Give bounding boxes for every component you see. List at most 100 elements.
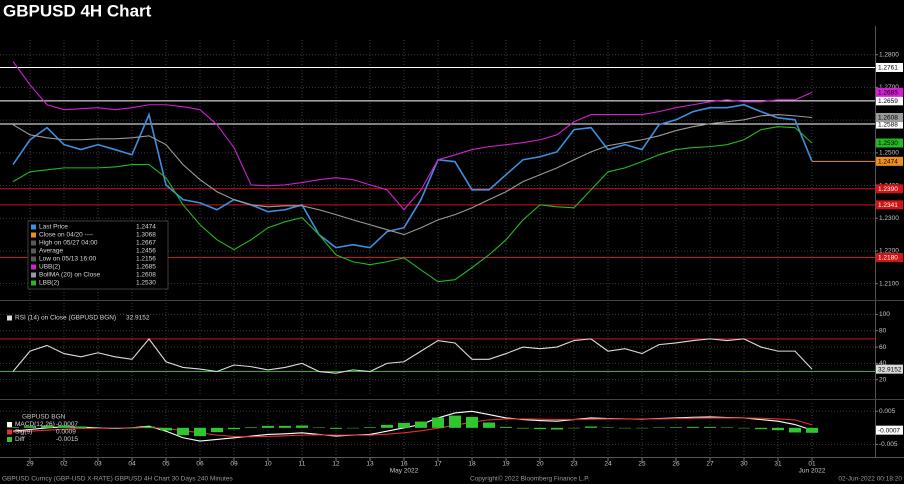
footer-center: Copyright© 2022 Bloomberg Finance L.P. xyxy=(470,475,590,483)
legend-label: Close on 04/20 ---- xyxy=(39,232,93,239)
value-tag-label: -0.0007 xyxy=(878,427,900,434)
legend-label: Low on 05/13 16:00 xyxy=(39,256,96,263)
series-line xyxy=(12,103,813,249)
histogram-bar xyxy=(432,417,444,428)
x-tick-label: 03 xyxy=(94,461,102,468)
legend-label: Diff xyxy=(15,436,25,443)
histogram-bar xyxy=(109,427,121,429)
histogram-bar xyxy=(670,427,682,428)
value-tag-label: 1.2530 xyxy=(878,140,898,147)
legend-value: 1.2156 xyxy=(136,256,156,263)
histogram-bar xyxy=(75,426,87,428)
footer-right: 02-Jun-2022 00:18:20 xyxy=(838,476,902,483)
reference-tag-label: 1.2761 xyxy=(878,65,898,72)
legend-value: 1.2530 xyxy=(136,280,156,287)
legend-swatch xyxy=(31,280,36,286)
reference-tag xyxy=(876,252,903,262)
chart-title: GBPUSD 4H Chart xyxy=(3,1,152,20)
histogram-bar xyxy=(24,426,36,428)
histogram-bar xyxy=(517,427,529,429)
histogram-bar xyxy=(619,427,631,429)
histogram-bar xyxy=(772,427,784,431)
x-tick-label: 05 xyxy=(162,461,170,468)
histogram-bar xyxy=(534,427,546,430)
legend-swatch xyxy=(7,437,12,442)
reference-tag-label: 1.2180 xyxy=(878,255,898,262)
histogram-bar xyxy=(568,427,580,429)
histogram-bar xyxy=(449,415,461,428)
histogram-bar xyxy=(585,426,597,428)
histogram-bar xyxy=(92,427,104,429)
histogram-bar xyxy=(313,427,325,429)
x-tick-label: 10 xyxy=(264,461,272,468)
legend-swatch xyxy=(31,272,36,278)
series-line xyxy=(12,126,813,283)
histogram-bar xyxy=(7,427,19,428)
histogram-bar xyxy=(160,427,172,431)
histogram-bar xyxy=(636,427,648,429)
x-tick-label: 30 xyxy=(740,461,748,468)
histogram-bar xyxy=(738,427,750,429)
reference-tag xyxy=(876,184,903,194)
x-tick-label: 18 xyxy=(468,461,476,468)
value-tag xyxy=(876,87,903,97)
y-tick-label: -0.005 xyxy=(879,441,898,448)
y-tick-label: 1.2100 xyxy=(879,280,899,287)
x-tick-label: 20 xyxy=(536,461,544,468)
reference-tag xyxy=(876,62,903,72)
histogram-bar xyxy=(296,425,308,428)
month-label: May 2022 xyxy=(390,468,419,475)
x-tick-label: 23 xyxy=(570,461,578,468)
reference-tag-label: 1.2659 xyxy=(878,98,898,105)
y-tick-label: 80 xyxy=(879,327,887,334)
histogram-bar xyxy=(483,422,495,428)
y-tick-label: 1.2800 xyxy=(879,51,899,58)
histogram-bar xyxy=(806,427,818,433)
value-tag xyxy=(876,364,903,374)
legend-value: 32.9152 xyxy=(126,315,150,322)
x-tick-label: 01 xyxy=(808,461,816,468)
value-tag xyxy=(876,156,903,166)
legend-label: RSI (14) on Close (GBPUSD BGN) xyxy=(15,315,116,322)
legend-value: 1.2456 xyxy=(136,248,156,255)
histogram-bar xyxy=(41,425,53,428)
legend-swatch xyxy=(7,429,12,435)
legend-value: 1.2474 xyxy=(136,224,156,231)
reference-tag-label: 1.2588 xyxy=(878,121,898,128)
reference-tag xyxy=(876,200,903,210)
month-label: Jun 2022 xyxy=(799,468,826,475)
histogram-bar xyxy=(466,416,478,428)
y-tick-label: 60 xyxy=(879,344,887,351)
histogram-bar xyxy=(687,426,699,428)
histogram-bar xyxy=(143,426,155,428)
legend-label: UBB(2) xyxy=(39,264,60,271)
legend-swatch xyxy=(31,240,36,246)
x-tick-label: 27 xyxy=(706,461,714,468)
legend-swatch xyxy=(31,264,36,270)
histogram-bar xyxy=(551,427,563,430)
histogram-bar xyxy=(415,421,427,428)
x-tick-label: 26 xyxy=(672,461,680,468)
legend-value: 1.2685 xyxy=(136,264,156,271)
series-line xyxy=(12,114,813,236)
x-tick-label: 02 xyxy=(60,461,68,468)
x-tick-label: 06 xyxy=(196,461,204,468)
series-line xyxy=(12,338,813,374)
histogram-bar xyxy=(721,427,733,429)
x-tick-label: 24 xyxy=(604,461,612,468)
histogram-bar xyxy=(58,425,70,428)
x-tick-label: 25 xyxy=(638,461,646,468)
histogram-bar xyxy=(262,425,274,428)
legend-box xyxy=(27,220,169,290)
histogram-bar xyxy=(500,426,512,428)
histogram-bar xyxy=(126,427,138,429)
footer-left: GBPUSD Curncy (GBP-USD X-RATE) GBPUSD 4H… xyxy=(2,476,233,483)
histogram-bar xyxy=(381,424,393,428)
histogram-bar xyxy=(755,427,767,430)
series-line xyxy=(12,410,813,442)
histogram-bar xyxy=(245,427,257,428)
x-tick-label: 16 xyxy=(400,461,408,468)
x-tick-label: 31 xyxy=(774,461,782,468)
